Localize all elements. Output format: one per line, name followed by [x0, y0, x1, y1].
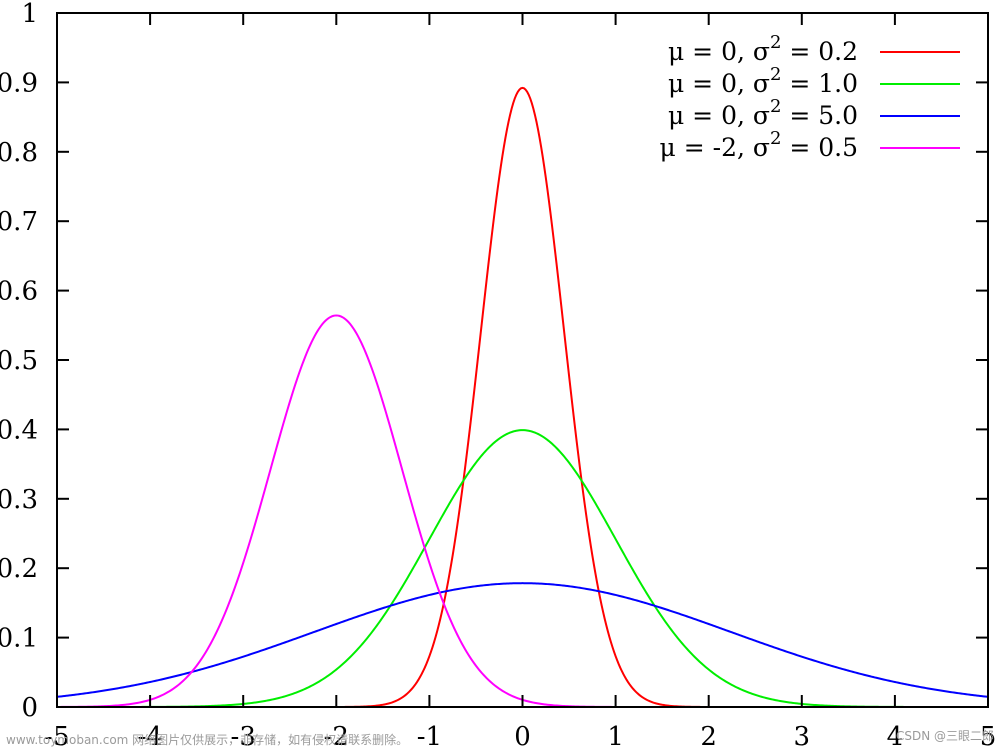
x-tick-label: -5: [44, 722, 69, 750]
series-line-4: [57, 314, 988, 708]
legend-label: μ = 0, σ2 = 1.0: [668, 64, 858, 98]
legend-label: μ = 0, σ2 = 0.2: [668, 32, 858, 66]
y-tick-label: 0: [21, 693, 38, 723]
x-tick-label: 4: [887, 722, 904, 750]
legend: μ = 0, σ2 = 0.2μ = 0, σ2 = 1.0μ = 0, σ2 …: [660, 32, 960, 162]
legend-label: μ = -2, σ2 = 0.5: [660, 128, 858, 162]
y-tick-labels: 0 0.1 0.2 0.3 0.4 0.5 0.6 0.7 0.8 0.9 1: [0, 0, 38, 723]
x-tick-label: 5: [980, 722, 997, 750]
y-tick-label: 1: [21, 0, 38, 29]
curves-layer: [56, 86, 989, 708]
y-tick-label: 0.4: [0, 415, 38, 445]
watermark-right: CSDN @三眼二郎: [896, 729, 994, 743]
series-line-3: [56, 582, 989, 698]
y-tick-label: 0.2: [0, 554, 38, 584]
x-tick-label: -4: [137, 722, 162, 750]
y-tick-label: 0.9: [0, 68, 38, 98]
x-tick-label: -1: [417, 722, 442, 750]
series-line-1: [57, 86, 988, 708]
y-tick-label: 0.8: [0, 138, 38, 168]
x-tick-labels: -5 -4 -3 -2 -1 0 1 2 3 4 5: [44, 722, 996, 750]
x-tick-label: -3: [231, 722, 256, 750]
x-tick-label: 3: [794, 722, 811, 750]
series-line-2: [57, 429, 988, 708]
x-tick-label: 1: [607, 722, 624, 750]
y-tick-label: 0.3: [0, 485, 38, 515]
legend-label: μ = 0, σ2 = 5.0: [668, 96, 858, 130]
y-tick-label: 0.1: [0, 624, 38, 654]
y-tick-label: 0.6: [0, 277, 38, 307]
y-tick-label: 0.5: [0, 346, 38, 376]
ticks-layer: [56, 12, 989, 708]
watermark-left: www.toymoban.com 网络图片仅供展示，非存储，如有侵权请联系删除。: [6, 732, 408, 747]
y-tick-label: 0.7: [0, 207, 38, 237]
x-tick-label: -2: [324, 722, 349, 750]
x-tick-label: 0: [514, 722, 531, 750]
x-tick-label: 2: [700, 722, 717, 750]
